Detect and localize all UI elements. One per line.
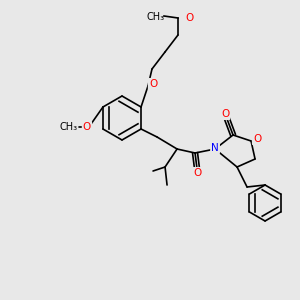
Text: O: O <box>149 79 157 89</box>
Text: O: O <box>83 122 91 132</box>
Text: N: N <box>211 143 219 153</box>
Text: O: O <box>193 168 201 178</box>
Text: O: O <box>186 13 194 23</box>
Text: CH₃: CH₃ <box>147 12 165 22</box>
Text: CH₃: CH₃ <box>60 122 78 132</box>
Text: O: O <box>221 109 229 119</box>
Text: O: O <box>253 134 261 144</box>
